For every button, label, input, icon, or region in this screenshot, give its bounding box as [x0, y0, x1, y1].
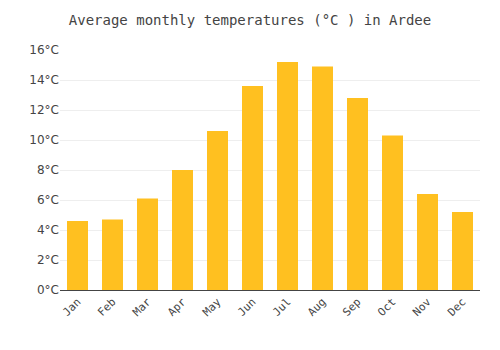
svg-text:16°C: 16°C: [29, 43, 59, 57]
svg-text:4°C: 4°C: [37, 223, 59, 237]
svg-text:May: May: [200, 295, 224, 319]
svg-text:Nov: Nov: [410, 295, 434, 319]
svg-text:Dec: Dec: [445, 296, 468, 319]
svg-text:2°C: 2°C: [37, 253, 59, 267]
svg-text:Average monthly temperatures (: Average monthly temperatures (°C ) in Ar…: [69, 12, 431, 28]
svg-text:8°C: 8°C: [37, 163, 59, 177]
svg-text:Apr: Apr: [165, 295, 189, 319]
svg-text:Jun: Jun: [235, 296, 258, 319]
svg-text:6°C: 6°C: [37, 193, 59, 207]
svg-text:12°C: 12°C: [29, 103, 59, 117]
svg-text:Oct: Oct: [375, 296, 398, 319]
svg-text:Jan: Jan: [60, 296, 83, 319]
svg-text:Sep: Sep: [340, 296, 363, 319]
svg-text:Mar: Mar: [130, 295, 154, 319]
svg-text:0°C: 0°C: [37, 283, 59, 297]
svg-text:Jul: Jul: [270, 296, 293, 319]
svg-text:14°C: 14°C: [29, 73, 59, 87]
svg-text:Aug: Aug: [305, 296, 328, 319]
svg-text:10°C: 10°C: [29, 133, 59, 147]
svg-text:Feb: Feb: [95, 296, 118, 319]
